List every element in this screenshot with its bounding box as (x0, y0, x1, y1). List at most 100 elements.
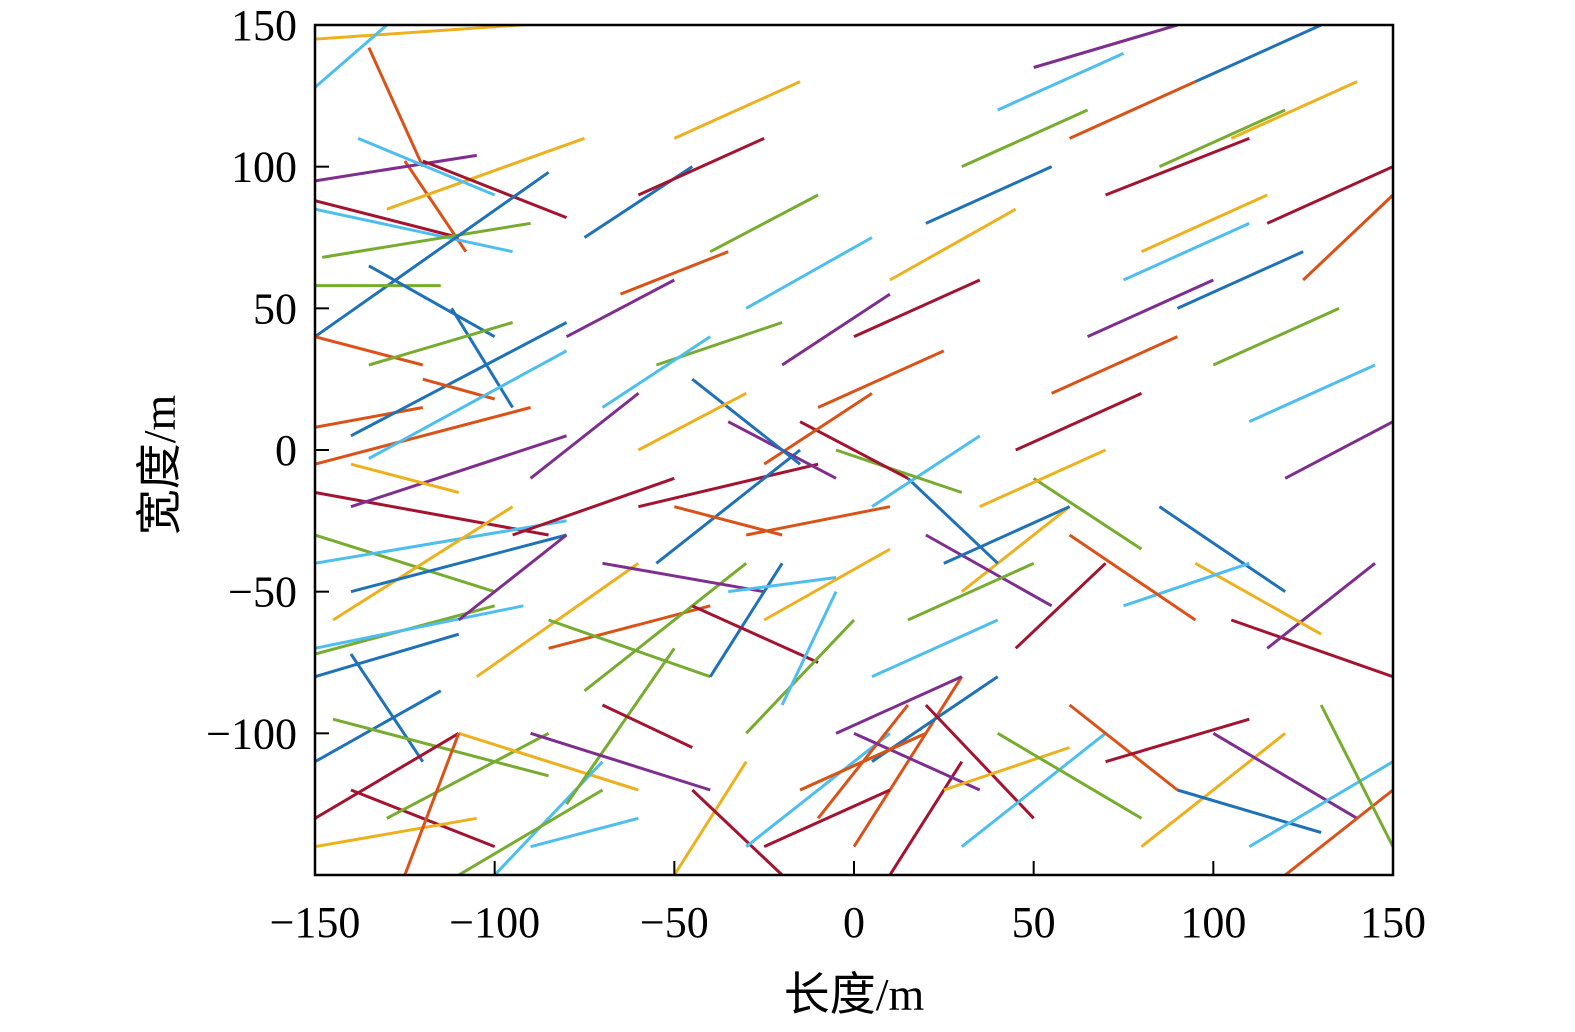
segment-92 (1032, 477, 1143, 551)
segment-4 (315, 207, 513, 254)
segment-62 (691, 604, 819, 664)
segment-33 (315, 689, 442, 763)
x-tick-label: −150 (270, 898, 361, 947)
segment-139 (907, 561, 1035, 622)
segment-42 (457, 788, 604, 875)
segment-16 (315, 406, 424, 429)
segment-23 (350, 434, 568, 509)
segment-55 (638, 462, 819, 509)
segment-2 (367, 47, 425, 168)
segment-112 (745, 236, 873, 310)
segment-82 (1212, 732, 1358, 820)
segment-131 (1194, 25, 1322, 84)
segment-15 (450, 307, 514, 409)
segment-21 (368, 349, 568, 460)
segment-39 (458, 731, 639, 792)
segment-14 (368, 264, 496, 338)
segment-52 (548, 618, 711, 679)
segment-116 (889, 207, 1017, 282)
segment-58 (708, 562, 784, 678)
segment-132 (1158, 108, 1286, 169)
segment-97 (871, 434, 981, 508)
segment-126 (1248, 363, 1376, 424)
segment-44 (565, 647, 676, 806)
segment-119 (997, 51, 1125, 112)
x-tick-label: 100 (1180, 898, 1246, 947)
segment-118 (961, 108, 1089, 169)
segment-67 (745, 732, 891, 848)
segment-40 (403, 732, 461, 875)
segment-60 (745, 505, 891, 537)
x-tick-label: −50 (640, 898, 709, 947)
segment-140 (871, 618, 999, 679)
segment-6 (321, 221, 531, 259)
segment-130 (1230, 80, 1358, 140)
segment-133 (1122, 221, 1250, 282)
segment-136 (1015, 391, 1143, 452)
segment-65 (673, 760, 748, 875)
segment-114 (817, 349, 945, 409)
segment-18 (350, 321, 568, 438)
segment-95 (925, 533, 1053, 608)
segment-32 (349, 653, 425, 763)
segment-105 (601, 335, 712, 409)
y-axis-label: 宽度/m (134, 395, 185, 536)
segment-87 (1266, 562, 1376, 650)
segment-143 (763, 788, 891, 849)
segment-36 (350, 788, 496, 849)
segment-31 (315, 632, 460, 679)
segment-17 (368, 321, 514, 367)
segment-86 (1230, 618, 1393, 679)
segment-30 (350, 533, 567, 594)
segment-73 (853, 731, 981, 792)
segment-100 (763, 392, 873, 466)
segment-134 (1086, 278, 1214, 339)
segment-43 (530, 816, 639, 849)
y-tick-label: 50 (253, 284, 297, 333)
segments-layer (315, 25, 1393, 875)
segment-76 (960, 732, 1107, 848)
segment-20 (315, 406, 531, 466)
segment-64 (780, 591, 838, 706)
segment-123 (1140, 193, 1268, 254)
segment-66 (691, 788, 784, 875)
segment-85 (1319, 704, 1393, 848)
segment-34 (332, 717, 549, 778)
segment-11 (315, 171, 550, 338)
segment-111 (709, 193, 819, 253)
segment-141 (835, 675, 963, 735)
segment-38 (386, 732, 550, 820)
segment-56 (655, 448, 802, 565)
segment-9 (422, 159, 568, 220)
segment-83 (1248, 760, 1393, 848)
segment-75 (943, 746, 1071, 792)
segment-71 (888, 760, 964, 875)
segment-113 (781, 292, 891, 367)
segment-106 (565, 278, 676, 338)
segment-93 (1014, 562, 1107, 650)
segment-109 (637, 136, 765, 197)
y-tick-label: −50 (228, 568, 297, 617)
segment-89 (1158, 505, 1287, 593)
segment-99 (799, 420, 909, 480)
segment-63 (745, 618, 856, 735)
segment-115 (853, 278, 981, 339)
segment-61 (763, 547, 891, 622)
segment-35 (315, 732, 460, 820)
segment-77 (996, 732, 1143, 820)
segment-50 (512, 476, 675, 537)
segment-70 (852, 675, 964, 848)
segment-107 (619, 250, 729, 296)
y-tick-label: 0 (275, 426, 297, 475)
segment-25 (350, 462, 460, 494)
y-tick-label: 100 (231, 143, 297, 192)
segment-125 (1212, 306, 1340, 367)
segment-90 (1123, 561, 1250, 608)
segment-45 (530, 731, 711, 792)
x-tick-label: −100 (449, 898, 540, 947)
segment-124 (1176, 250, 1304, 310)
y-tick-label: 150 (231, 1, 297, 50)
segment-46 (601, 703, 693, 749)
segment-102 (691, 377, 802, 466)
